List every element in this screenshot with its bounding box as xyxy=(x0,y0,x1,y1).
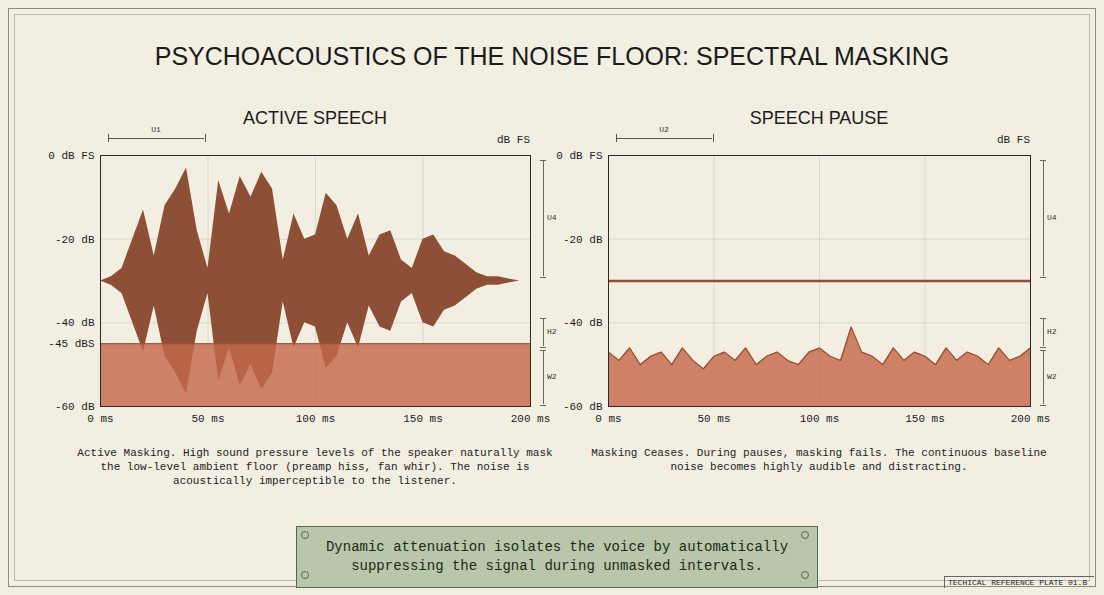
html-text:SPEECH PAUSE: SPEECH PAUSE xyxy=(749,108,889,128)
html-text:Dynamic attenuation isolates t: Dynamic attenuation isolates the voice b… xyxy=(326,539,788,574)
html-text:Masking Ceases. During pauses,: Masking Ceases. During pauses, masking f… xyxy=(591,447,1047,473)
svg-text:0 dB FS: 0 dB FS xyxy=(556,150,603,162)
html-text:W2: W2 xyxy=(547,372,557,381)
svg-text:-40 dB: -40 dB xyxy=(55,317,95,329)
svg-text:0 dB FS: 0 dB FS xyxy=(48,150,95,162)
svg-text:150 ms: 150 ms xyxy=(403,413,443,425)
svg-text:-20 dB: -20 dB xyxy=(563,234,603,246)
svg-text:200 ms: 200 ms xyxy=(1011,413,1051,425)
html-text:TECHICAL REFERENCE PLATE 01.B: TECHICAL REFERENCE PLATE 01.B xyxy=(948,578,1088,587)
html-text:H2: H2 xyxy=(547,327,557,336)
html-text:H2: H2 xyxy=(1047,327,1057,336)
html-text:U1: U1 xyxy=(151,125,161,134)
svg-text:-40 dB: -40 dB xyxy=(563,317,603,329)
html-text:U2: U2 xyxy=(659,125,669,134)
html-text:U4: U4 xyxy=(1047,213,1057,222)
svg-text:100 ms: 100 ms xyxy=(296,413,336,425)
svg-text:50 ms: 50 ms xyxy=(191,413,224,425)
svg-text:50 ms: 50 ms xyxy=(697,413,730,425)
html-text:dB FS: dB FS xyxy=(997,134,1030,146)
html-text:dB FS: dB FS xyxy=(497,134,530,146)
svg-text:100 ms: 100 ms xyxy=(800,413,840,425)
svg-text:-60 dB: -60 dB xyxy=(55,401,95,413)
svg-text:0 ms: 0 ms xyxy=(87,413,113,425)
html-text:ACTIVE SPEECH: ACTIVE SPEECH xyxy=(243,108,387,128)
svg-text:150 ms: 150 ms xyxy=(905,413,945,425)
html-text:W2: W2 xyxy=(1047,372,1057,381)
html-text:PSYCHOACOUSTICS OF THE NOISE F: PSYCHOACOUSTICS OF THE NOISE FLOOR: SPEC… xyxy=(154,42,950,70)
svg-text:200 ms: 200 ms xyxy=(511,413,551,425)
svg-text:-45 dBS: -45 dBS xyxy=(48,338,95,350)
svg-text:-20 dB: -20 dB xyxy=(55,234,95,246)
svg-text:0 ms: 0 ms xyxy=(595,413,621,425)
html-text:Active Masking. High sound pre: Active Masking. High sound pressure leve… xyxy=(77,447,553,487)
svg-text:-60 dB: -60 dB xyxy=(563,401,603,413)
html-text:U4: U4 xyxy=(547,213,557,222)
